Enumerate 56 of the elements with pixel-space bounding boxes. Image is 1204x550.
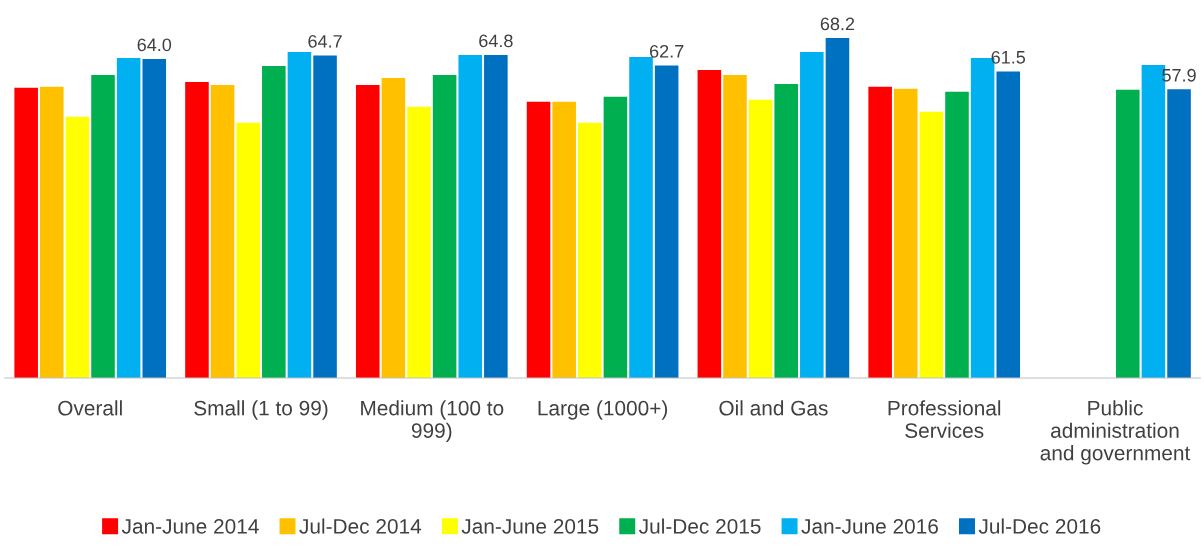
bar: [996, 71, 1021, 378]
bar: [407, 106, 431, 378]
bar: [825, 38, 850, 378]
bar: [723, 74, 747, 378]
bar: [432, 74, 457, 378]
data-label: 68.2: [820, 17, 855, 31]
data-label: 64.8: [479, 34, 513, 48]
x-tick-label: Overall: [58, 400, 122, 416]
bar: [287, 51, 312, 378]
bar: [210, 84, 235, 378]
bar: [91, 74, 115, 378]
bar: [262, 65, 286, 378]
data-label: 62.7: [650, 44, 684, 58]
bar: [185, 81, 209, 378]
bar: [603, 96, 628, 378]
bar: [868, 86, 892, 378]
bar: [458, 54, 483, 378]
x-tick-label: Oil and Gas: [719, 400, 828, 416]
bar: [14, 87, 38, 378]
legend-label: Jul-Dec 2014: [299, 518, 422, 534]
legend-label: Jan-June 2016: [801, 518, 938, 534]
bar: [1116, 89, 1140, 378]
bar: [313, 55, 337, 378]
bar: [116, 57, 141, 378]
bar: [40, 86, 64, 378]
legend-label: Jul-Dec 2015: [639, 518, 761, 534]
bar: [800, 51, 824, 378]
bar: [526, 101, 551, 378]
data-label: 64.0: [137, 38, 172, 52]
legend-label: Jan-June 2015: [461, 518, 599, 534]
bar: [1167, 89, 1191, 378]
data-label: 61.5: [991, 50, 1026, 64]
bar: [893, 88, 918, 378]
bar: [142, 58, 167, 378]
x-tick-label: Medium (100 to 999): [361, 400, 504, 443]
x-tick-label: Public administration and government: [1040, 400, 1191, 465]
bar: [629, 56, 653, 378]
bar: [65, 116, 90, 378]
bar: [774, 83, 798, 378]
x-tick-label: Small (1 to 99): [194, 400, 328, 420]
bar: [748, 99, 773, 378]
bar: [919, 111, 944, 378]
bar: [945, 91, 969, 378]
x-tick-label: Professional Services: [888, 400, 1001, 438]
bar: [578, 122, 602, 378]
bar: [355, 84, 380, 378]
x-tick-label: Large (1000+): [538, 400, 668, 420]
bar: [236, 122, 260, 378]
legend-label: Jul-Dec 2016: [978, 518, 1101, 534]
bar: [697, 69, 722, 378]
data-label: 64.7: [308, 34, 342, 48]
bar: [654, 65, 679, 378]
legend-label: Jan-June 2014: [121, 518, 259, 534]
bar: [484, 54, 508, 378]
bar: [552, 101, 576, 378]
bar: [381, 77, 406, 378]
